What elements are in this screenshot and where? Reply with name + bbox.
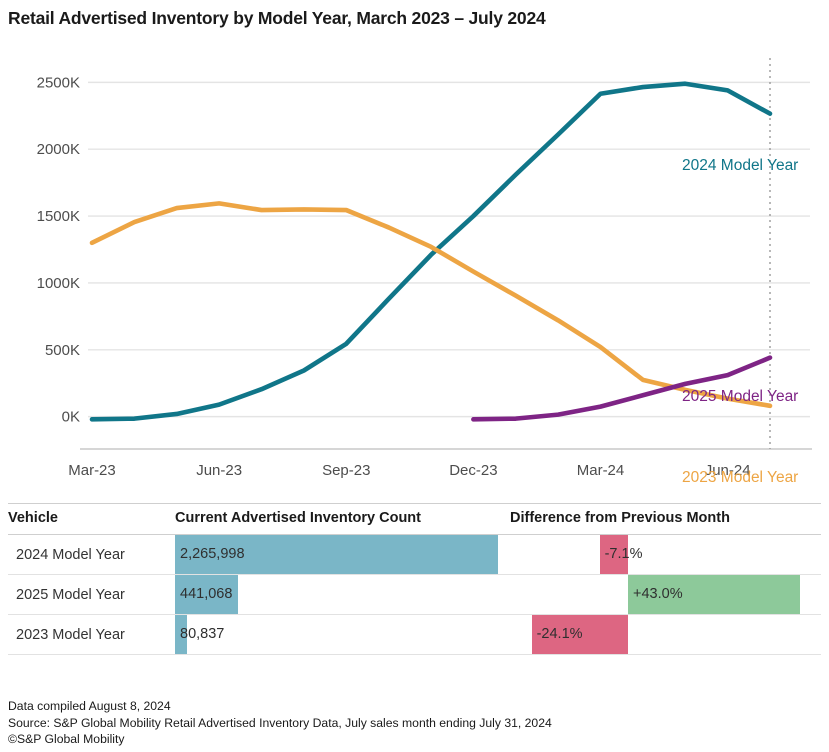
line-chart: 0K 500K 1000K 1500K 2000K 2500K Mar-23 Jun-23 S… (0, 40, 829, 495)
chart-canvas: 0K 500K 1000K 1500K 2000K 2500K Mar-23 Jun-23 S… (37, 58, 812, 486)
x-axis-tick-labels: Mar-23 Jun-23 Sep-23 Dec-23 Mar-24 Jun-24 (68, 462, 750, 479)
summary-table: Vehicle Current Advertised Inventory Cou… (8, 503, 821, 655)
column-header-difference: Difference from Previous Month (510, 503, 821, 535)
cell-vehicle: 2025 Model Year (8, 574, 175, 615)
cell-inventory-count: 2,265,998 (175, 534, 510, 575)
gridlines (88, 81, 810, 418)
count-bar (175, 615, 187, 654)
difference-bar-track: -7.1% (510, 535, 821, 574)
x-axis-tick-label: Jun-23 (196, 462, 242, 479)
series-line-2023-model-year (89, 201, 773, 409)
y-axis-tick-label: 0K (62, 409, 80, 426)
difference-value: -7.1% (604, 546, 643, 562)
count-bar-track: 80,837 (175, 615, 510, 654)
cell-inventory-count: 80,837 (175, 614, 510, 655)
cell-difference: -24.1% (510, 614, 821, 655)
x-axis-tick-label: Sep-23 (322, 462, 370, 479)
y-axis-tick-label: 2500K (37, 74, 80, 91)
series-lines (89, 81, 773, 422)
table-row: 2023 Model Year 80,837 -24.1% (8, 614, 821, 655)
series-label-2024-model-year: 2024 Model Year (682, 157, 798, 174)
cell-difference: -7.1% (510, 534, 821, 575)
column-header-count: Current Advertised Inventory Count (175, 503, 510, 535)
footnotes: Data compiled August 8, 2024 Source: S&P… (8, 698, 552, 748)
footnote-copyright: ©S&P Global Mobility (8, 732, 125, 746)
difference-bar-track: -24.1% (510, 615, 821, 654)
x-axis-tick-label: Mar-24 (577, 462, 625, 479)
y-axis-tick-label: 500K (45, 342, 80, 359)
footnote-source: Source: S&P Global Mobility Retail Adver… (8, 715, 552, 730)
difference-bar (599, 535, 628, 574)
difference-bar (628, 575, 800, 614)
count-bar (175, 535, 498, 574)
x-axis-tick-label: Dec-23 (449, 462, 497, 479)
cell-difference: +43.0% (510, 574, 821, 615)
count-bar-track: 2,265,998 (175, 535, 510, 574)
y-axis-tick-label: 1500K (37, 208, 80, 225)
table-body: 2024 Model Year 2,265,998 -7.1% 2025 Model … (8, 534, 821, 655)
count-value: 2,265,998 (180, 546, 245, 562)
x-axis-tick-label: Mar-23 (68, 462, 116, 479)
difference-bar (531, 615, 628, 654)
count-value: 80,837 (180, 626, 225, 642)
count-value: 441,068 (180, 586, 233, 602)
series-line-2025-model-year (471, 355, 773, 422)
cell-inventory-count: 441,068 (175, 574, 510, 615)
table-header-row: Vehicle Current Advertised Inventory Cou… (8, 503, 821, 535)
x-axis-tick-label: Jun-24 (705, 462, 751, 479)
y-axis-tick-labels: 0K 500K 1000K 1500K 2000K 2500K (37, 74, 80, 425)
table-row: 2024 Model Year 2,265,998 -7.1% (8, 534, 821, 575)
difference-value: +43.0% (633, 586, 683, 602)
series-label-2025-model-year: 2025 Model Year (682, 388, 798, 405)
inventory-table: Vehicle Current Advertised Inventory Cou… (8, 503, 821, 655)
cell-vehicle: 2023 Model Year (8, 614, 175, 655)
table-row: 2025 Model Year 441,068 +43.0% (8, 574, 821, 615)
difference-bar-track: +43.0% (510, 575, 821, 614)
difference-value: -24.1% (536, 626, 583, 642)
footnote-compiled: Data compiled August 8, 2024 (8, 699, 171, 713)
column-header-vehicle: Vehicle (8, 503, 175, 535)
series-end-labels: 2024 Model Year 2023 Model Year 2025 Model… (682, 157, 798, 486)
page-title: Retail Advertised Inventory by Model Yea… (8, 8, 546, 28)
y-axis-tick-label: 1000K (37, 275, 80, 292)
cell-vehicle: 2024 Model Year (8, 534, 175, 575)
series-line-2024-model-year (89, 81, 773, 422)
count-bar-track: 441,068 (175, 575, 510, 614)
series-label-2023-model-year: 2023 Model Year (682, 469, 798, 486)
y-axis-tick-label: 2000K (37, 141, 80, 158)
count-bar (175, 575, 238, 614)
